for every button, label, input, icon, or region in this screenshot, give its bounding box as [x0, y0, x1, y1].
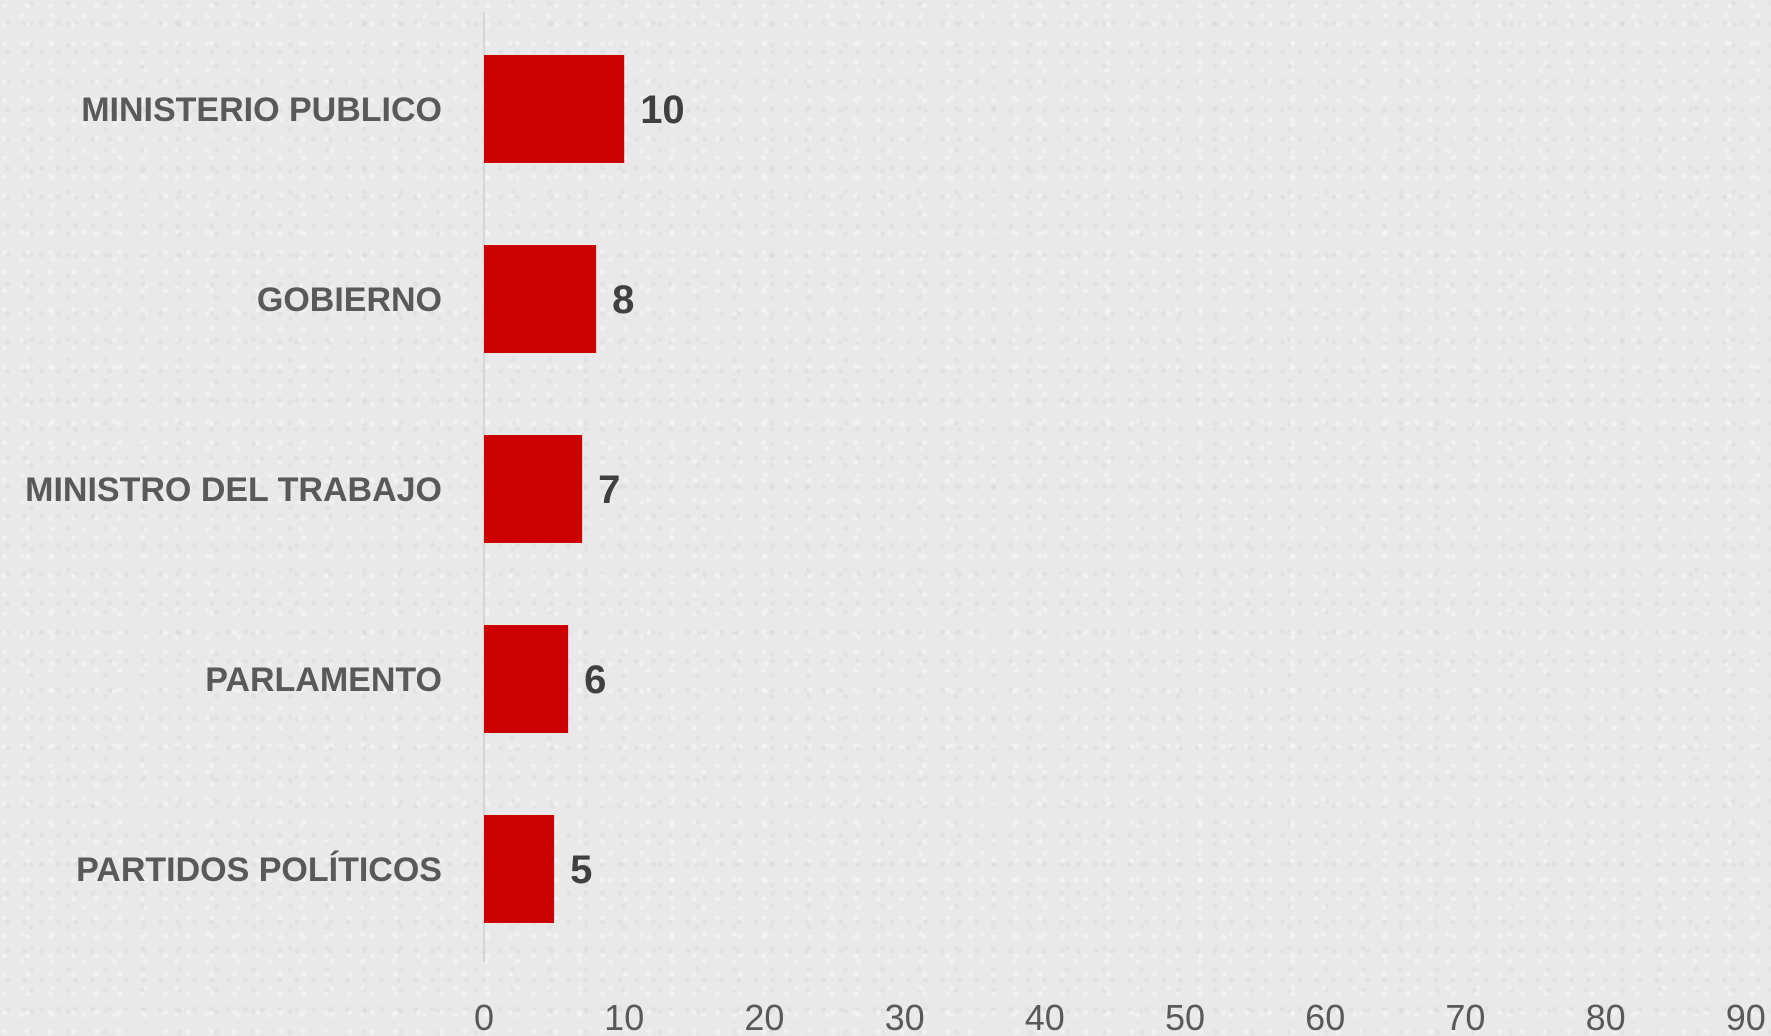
data-label: 5 — [570, 848, 592, 892]
category-label: GOBIERNO — [257, 281, 442, 319]
x-tick-label: 10 — [604, 997, 644, 1036]
x-axis-ticks: 0 10 20 30 40 50 60 70 80 90 — [474, 997, 1766, 1036]
data-label: 8 — [612, 278, 634, 322]
x-tick-label: 60 — [1305, 997, 1345, 1036]
x-tick-label: 50 — [1165, 997, 1205, 1036]
bar — [484, 625, 569, 733]
data-label: 7 — [598, 468, 620, 512]
category-label: MINISTRO DEL TRABAJO — [25, 471, 442, 509]
bar — [484, 815, 555, 923]
labels-layer: MINISTERIO PUBLICO 10 GOBIERNO 8 MINISTRO DE… — [25, 88, 685, 892]
bar — [484, 55, 625, 163]
x-tick-label: 90 — [1726, 997, 1766, 1036]
x-tick-label: 30 — [885, 997, 925, 1036]
bars-layer — [484, 55, 625, 923]
x-tick-label: 80 — [1586, 997, 1626, 1036]
data-label: 6 — [584, 658, 606, 702]
bar — [484, 435, 583, 543]
x-tick-label: 40 — [1025, 997, 1065, 1036]
bar — [484, 245, 597, 353]
x-tick-label: 20 — [744, 997, 784, 1036]
category-label: MINISTERIO PUBLICO — [81, 91, 442, 129]
category-label: PARLAMENTO — [205, 661, 442, 699]
x-tick-label: 70 — [1445, 997, 1485, 1036]
data-label: 10 — [640, 88, 685, 132]
x-tick-label: 0 — [474, 997, 494, 1036]
category-label: PARTIDOS POLÍTICOS — [76, 851, 442, 889]
